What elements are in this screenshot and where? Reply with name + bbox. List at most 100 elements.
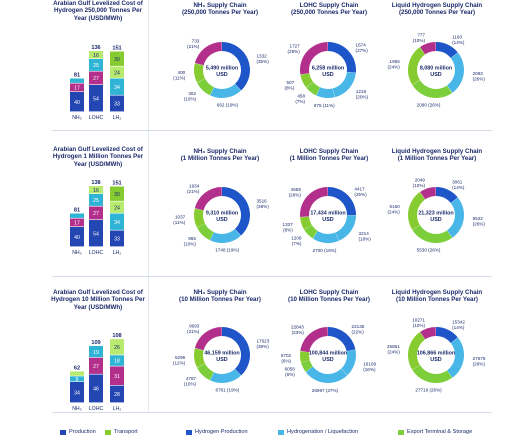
donut-slice-label: (10%) [184,241,197,246]
donut-slice-label: 362 [188,91,196,96]
donut-slice-label: (38%) [256,344,269,349]
bar-segment [70,78,84,83]
donut-slice [210,83,241,98]
donut-slice-label: (11%) [173,220,185,225]
bar-segment [110,339,124,355]
donut-slice-label: (14%) [452,325,465,330]
category-label: LH₂ [113,250,122,256]
donut-slice-label: (6%) [281,359,291,364]
donut-slice-label: (25%) [354,192,367,197]
donut-slice-label: 3516 [257,198,268,203]
donut-slice-label: (12%) [173,360,186,365]
donut-slice [408,192,426,230]
category-label: LOHC [89,406,104,412]
donut-slice [194,348,206,368]
donut-slice-label: 4787 [186,376,197,381]
row-divider [52,276,492,277]
donut-slice-label: 2049 [415,178,426,183]
donut-slice-label: 16109 [363,362,376,367]
donut-slice [300,327,328,353]
donut-title: Liquid Hydrogen Supply Chain (10 Million… [391,289,483,304]
donut-slice [420,42,436,55]
donut-slice [420,327,436,340]
bar-segment-label: 30 [114,192,120,198]
bar-segment [89,345,103,358]
donut-slice-label: (21%) [187,329,200,334]
donut-slice-label: (26%) [473,362,486,367]
donut-slice-label: (8%) [283,227,293,232]
donut-slice-label: (10%) [413,183,426,188]
donut-slice [408,47,426,85]
donut-slice-label: (6%) [285,372,295,377]
bar-segment [89,186,103,194]
bar-segment-label: 28 [114,392,120,398]
donut-slice-label: 1218 [356,89,367,94]
donut-slice-label: (11%) [173,75,185,80]
donut-slice-label: (7%) [295,99,305,104]
donut-center-value: 5,490 million [206,66,238,72]
bar-total-label: 109 [91,340,100,346]
category-label: LH₂ [113,115,122,121]
donut-slice [194,42,222,66]
legend-item-hydrogen-production: Hydrogen Production [186,429,248,435]
bar-segment [70,371,84,376]
donut-slice-label: 22135 [352,324,365,329]
donut-slice [197,223,214,241]
bar-segment [110,95,124,112]
donut-slice-label: 5160 [390,204,401,209]
donut-slice-label: 1209 [291,235,302,240]
bar-segment [70,218,84,227]
donut-slice [312,231,339,243]
donut-slice [316,87,335,98]
donut-slice [194,187,222,211]
donut-center-unit: USD [430,217,441,223]
bar-segment-label: 9 [76,377,79,383]
bar-total-label: 151 [112,46,121,52]
bar-segment-label: 25 [93,63,99,69]
donut-slice-label: 777 [417,33,425,38]
bar-segment [89,357,103,374]
donut-slice-label: 27676 [473,356,486,361]
donut-slice [328,42,357,73]
donut-slice-label: 1934 [189,183,200,188]
bar-segment [89,194,103,206]
donut-slice-label: 6702 [281,353,292,358]
donut-slice-label: 955 [188,236,196,241]
donut-title: LOHC Supply Chain (1 Million Tonnes Per … [289,148,369,163]
category-label: NH₃ [72,115,82,121]
bar-segment-label: 16 [93,53,99,59]
bar-segment [110,201,124,213]
donut-slice-label: 675 (11%) [314,103,335,108]
bar-segment-label: 34 [74,390,80,396]
donut-slice-label: (26%) [473,77,486,82]
donut-slice [209,229,241,243]
donut-slice-label: (18%) [359,236,372,241]
bar-segment-label: 46 [93,387,99,393]
donut-slice-label: (24%) [388,209,401,214]
donut-slice [194,327,222,351]
donut-slice-label: 22843 [291,324,304,329]
donut-slice-label: (20%) [356,95,369,100]
bar-title: Arabian Gulf Levelized Cost of Hydrogen … [51,289,145,311]
bar-segment [110,230,124,247]
donut-slice-label: 4417 [354,187,365,192]
donut-slice-label: (10%) [184,381,197,386]
category-label: NH₃ [72,406,82,412]
bar-segment [70,227,84,247]
bar-segment-label: 24 [114,70,120,76]
column-divider [148,0,149,412]
donut-center-unit: USD [322,357,333,363]
category-label: LOHC [89,115,104,121]
donut-slice [222,187,250,236]
donut-slice [300,42,328,75]
bar-segment-label: 19 [93,350,99,356]
donut-slice-label: 458 [297,93,305,98]
donut-slice [447,197,464,238]
donut-slice-label: (28%) [288,49,301,54]
donut-center-unit: USD [216,217,227,223]
bar-segment [110,355,124,366]
donut-slice-label: 1332 [256,53,267,58]
legend-swatch [398,429,404,435]
donut-center-value: 6,258 million [312,66,344,72]
donut-title: Liquid Hydrogen Supply Chain (1 Million … [391,148,483,163]
